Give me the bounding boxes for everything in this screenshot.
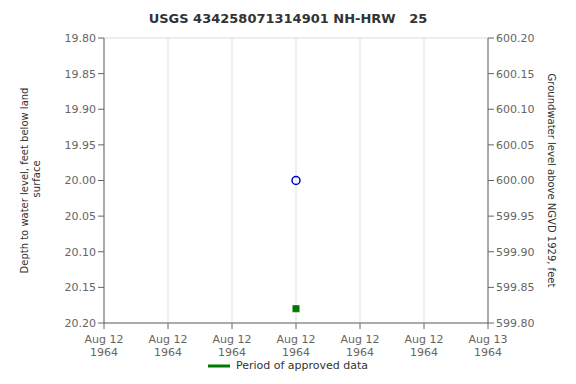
svg-text:Aug 121964: Aug 121964 bbox=[149, 333, 188, 359]
svg-text:19.85: 19.85 bbox=[65, 68, 97, 81]
html-text:USGS 434258071314901 NH-HRW 25: USGS 434258071314901 NH-HRW 25 bbox=[148, 11, 428, 26]
svg-text:600.00: 600.00 bbox=[496, 174, 535, 187]
svg-text:20.00: 20.00 bbox=[65, 174, 97, 187]
svg-text:19.95: 19.95 bbox=[65, 139, 97, 152]
svg-text:20.15: 20.15 bbox=[65, 281, 97, 294]
svg-text:600.05: 600.05 bbox=[496, 139, 535, 152]
svg-text:Aug 121964: Aug 121964 bbox=[85, 333, 124, 359]
svg-text:Depth to water level, feet bel: Depth to water level, feet below land su… bbox=[19, 88, 42, 274]
svg-text:599.90: 599.90 bbox=[496, 246, 535, 259]
svg-text:19.90: 19.90 bbox=[65, 103, 97, 116]
svg-text:20.05: 20.05 bbox=[65, 210, 97, 223]
svg-text:Aug 131964: Aug 131964 bbox=[469, 333, 508, 359]
svg-text:599.80: 599.80 bbox=[496, 317, 535, 330]
svg-text:599.95: 599.95 bbox=[496, 210, 535, 223]
svg-text:Groundwater level above NGVD 1: Groundwater level above NGVD 1929, feet bbox=[547, 74, 558, 288]
svg-text:599.85: 599.85 bbox=[496, 281, 535, 294]
svg-text:600.15: 600.15 bbox=[496, 68, 535, 81]
svg-text:20.20: 20.20 bbox=[65, 317, 97, 330]
svg-text:Aug 121964: Aug 121964 bbox=[405, 333, 444, 359]
svg-text:600.10: 600.10 bbox=[496, 103, 535, 116]
svg-text:Aug 121964: Aug 121964 bbox=[213, 333, 252, 359]
svg-text:Aug 121964: Aug 121964 bbox=[341, 333, 380, 359]
svg-text:600.20: 600.20 bbox=[496, 32, 535, 45]
svg-text:19.80: 19.80 bbox=[65, 32, 97, 45]
svg-text:Aug 121964: Aug 121964 bbox=[277, 333, 316, 359]
svg-text:20.10: 20.10 bbox=[65, 246, 97, 259]
html-text:Period of approved data: Period of approved data bbox=[235, 359, 369, 372]
